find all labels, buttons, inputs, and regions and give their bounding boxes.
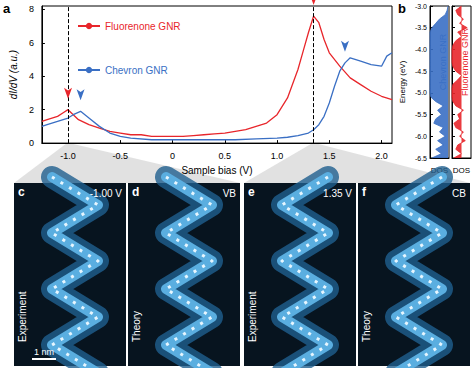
svg-text:2.0: 2.0 — [375, 151, 388, 161]
svg-text:-1.00 V: -1.00 V — [90, 188, 123, 199]
svg-text:1.0: 1.0 — [271, 151, 284, 161]
svg-text:Energy (eV): Energy (eV) — [398, 60, 407, 103]
svg-text:Fluorenone GNR: Fluorenone GNR — [460, 28, 470, 96]
svg-text:c: c — [18, 185, 25, 199]
svg-text:-0.5: -0.5 — [113, 151, 129, 161]
svg-text:0: 0 — [170, 151, 175, 161]
svg-text:DOS: DOS — [431, 166, 448, 175]
svg-text:b: b — [398, 1, 406, 16]
svg-text:CB: CB — [452, 188, 466, 199]
svg-text:0: 0 — [29, 138, 34, 148]
svg-text:dI/dV (a.u.): dI/dV (a.u.) — [8, 50, 19, 99]
svg-text:Fluorenone GNR: Fluorenone GNR — [105, 21, 181, 32]
svg-text:Chevron GNR: Chevron GNR — [105, 65, 168, 76]
svg-text:Theory: Theory — [131, 311, 142, 342]
svg-text:-5.5: -5.5 — [415, 111, 427, 118]
svg-text:e: e — [248, 185, 255, 199]
svg-text:-6.5: -6.5 — [415, 155, 427, 162]
svg-text:-1.0: -1.0 — [60, 151, 76, 161]
svg-text:Experiment: Experiment — [247, 291, 258, 342]
svg-text:-5.0: -5.0 — [415, 89, 427, 96]
svg-text:4: 4 — [29, 71, 34, 81]
svg-text:-4.5: -4.5 — [415, 68, 427, 75]
svg-text:1.5: 1.5 — [323, 151, 336, 161]
svg-text:d: d — [132, 185, 139, 199]
svg-text:f: f — [362, 185, 367, 199]
svg-text:VB: VB — [223, 188, 237, 199]
svg-text:1.35 V: 1.35 V — [323, 188, 352, 199]
svg-text:0.5: 0.5 — [219, 151, 232, 161]
svg-text:8: 8 — [29, 4, 34, 14]
svg-text:2: 2 — [29, 105, 34, 115]
svg-text:a: a — [3, 1, 11, 16]
svg-text:Theory: Theory — [361, 311, 372, 342]
svg-text:1 nm: 1 nm — [34, 347, 54, 357]
svg-text:-4.0: -4.0 — [415, 46, 427, 53]
svg-text:-3.0: -3.0 — [415, 3, 427, 10]
svg-text:DOS: DOS — [453, 166, 470, 175]
svg-text:-3.5: -3.5 — [415, 24, 427, 31]
svg-text:6: 6 — [29, 38, 34, 48]
svg-text:Experiment: Experiment — [17, 291, 28, 342]
svg-text:-6.0: -6.0 — [415, 133, 427, 140]
svg-text:Sample bias (V): Sample bias (V) — [181, 165, 252, 176]
